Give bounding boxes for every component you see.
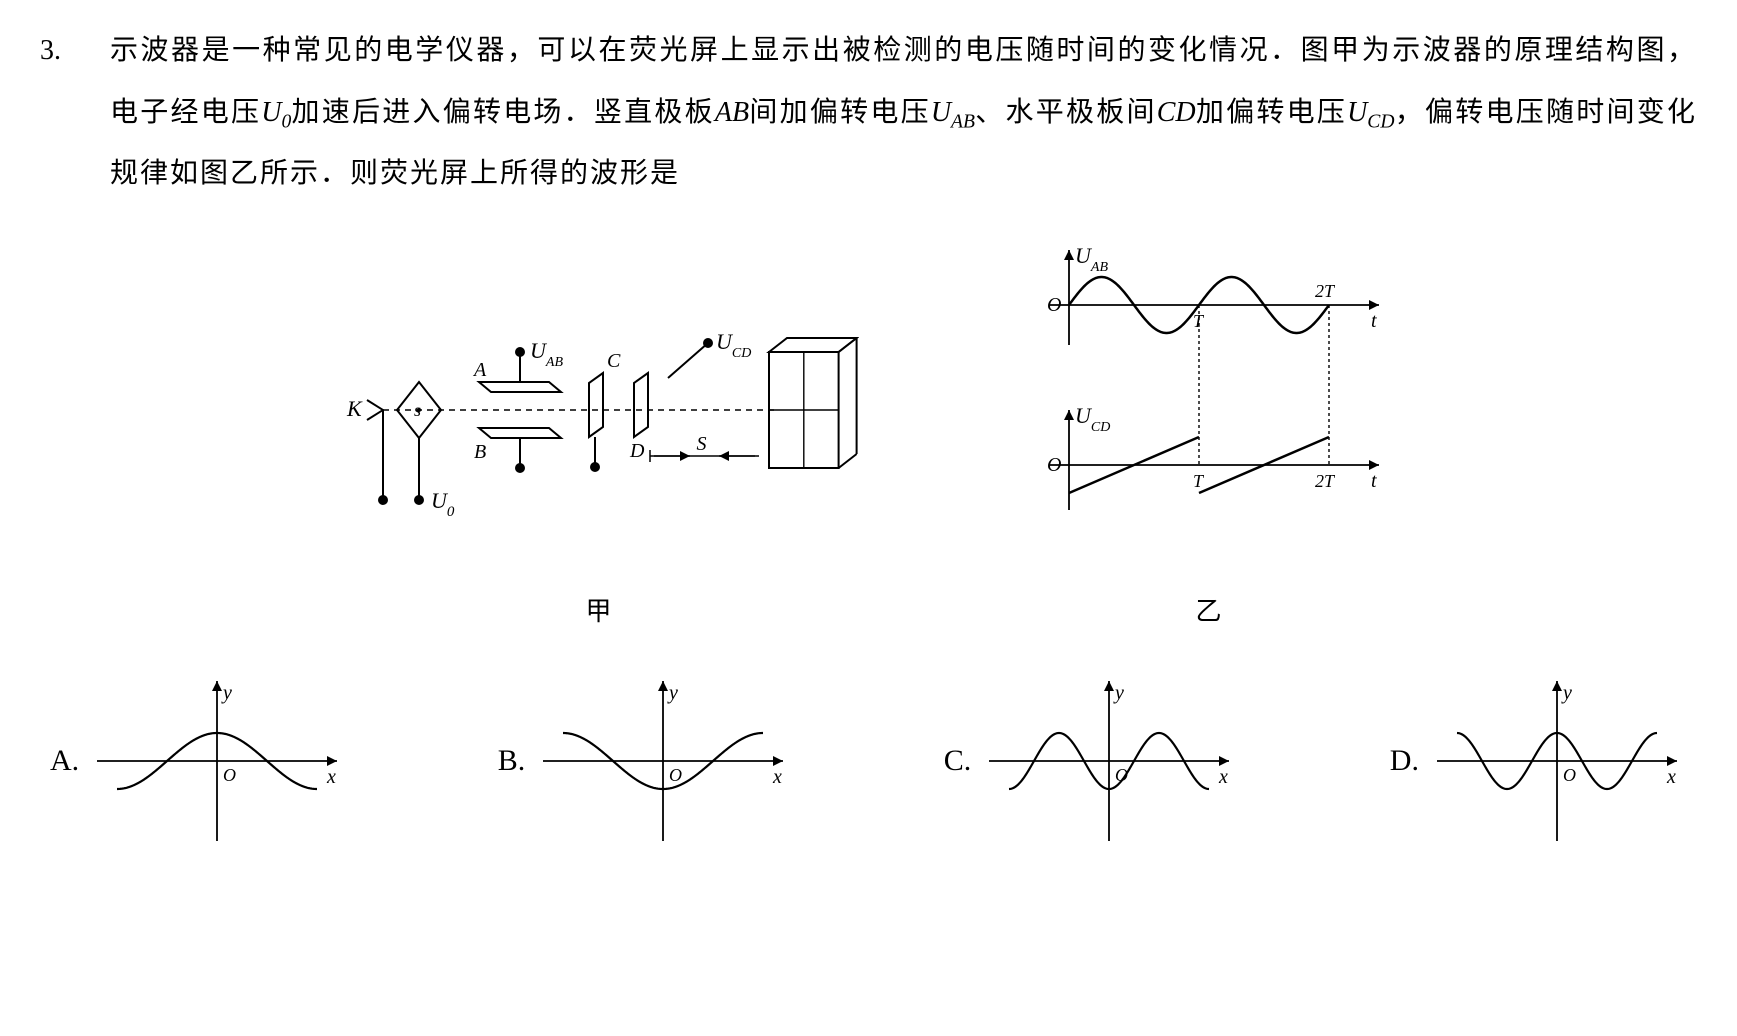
svg-text:UCD: UCD bbox=[716, 329, 751, 361]
svg-text:y: y bbox=[221, 682, 232, 704]
diagram-jia: KsU0ABUABCDUCDS bbox=[339, 295, 859, 555]
question-text: 示波器是一种常见的电学仪器，可以在荧光屏上显示出被检测的电压随时间的变化情况．图… bbox=[110, 20, 1697, 205]
svg-text:B: B bbox=[474, 441, 486, 463]
svg-text:O: O bbox=[1563, 765, 1576, 785]
option-A: A. y x O bbox=[50, 671, 347, 851]
option-B: B. y x O bbox=[498, 671, 794, 851]
svg-text:A: A bbox=[472, 359, 487, 381]
svg-text:O: O bbox=[669, 765, 682, 785]
svg-text:UCD: UCD bbox=[1075, 403, 1110, 435]
svg-text:U0: U0 bbox=[431, 488, 455, 520]
option-C: C. yxO bbox=[944, 671, 1240, 851]
svg-text:t: t bbox=[1371, 470, 1377, 492]
svg-text:2T: 2T bbox=[1315, 471, 1336, 491]
option-C-label: C. bbox=[944, 728, 972, 794]
svg-text:t: t bbox=[1371, 310, 1377, 332]
symbol-CD: CD bbox=[1157, 97, 1196, 128]
svg-text:2T: 2T bbox=[1315, 281, 1336, 301]
symbol-UAB: UAB bbox=[931, 97, 975, 128]
svg-text:T: T bbox=[1193, 471, 1205, 491]
svg-text:D: D bbox=[629, 440, 645, 462]
svg-text:y: y bbox=[1561, 682, 1572, 704]
svg-text:O: O bbox=[1047, 294, 1061, 316]
question-number: 3. bbox=[40, 20, 110, 82]
diagram-jia-label: 甲 bbox=[339, 583, 859, 640]
svg-text:y: y bbox=[667, 682, 678, 704]
svg-text:K: K bbox=[346, 396, 363, 421]
svg-text:C: C bbox=[607, 350, 621, 372]
option-A-graph: y x O bbox=[87, 671, 347, 851]
symbol-AB: AB bbox=[715, 97, 749, 128]
text-part-3: 间加偏转电压 bbox=[749, 97, 931, 128]
text-part-2: 加速后进入偏转电场．竖直极板 bbox=[291, 97, 715, 128]
text-part-5: 加偏转电压 bbox=[1196, 97, 1347, 128]
svg-text:x: x bbox=[1666, 766, 1676, 788]
option-D-label: D. bbox=[1390, 728, 1419, 794]
diagram-yi-container: OUABtT2TOUCDtT2T 乙 bbox=[1019, 235, 1399, 641]
svg-text:UAB: UAB bbox=[530, 338, 563, 370]
option-B-graph: y x O bbox=[533, 671, 793, 851]
symbol-U0: U0 bbox=[261, 97, 291, 128]
svg-text:O: O bbox=[223, 765, 236, 785]
option-C-graph: yxO bbox=[979, 671, 1239, 851]
svg-text:S: S bbox=[696, 433, 706, 455]
svg-text:y: y bbox=[1113, 682, 1124, 704]
option-A-label: A. bbox=[50, 728, 79, 794]
diagrams-row: KsU0ABUABCDUCDS 甲 OUABtT2TOUCDtT2T 乙 bbox=[40, 235, 1697, 641]
svg-text:x: x bbox=[1218, 766, 1228, 788]
text-part-4: 、水平极板间 bbox=[975, 97, 1157, 128]
diagram-yi-label: 乙 bbox=[1019, 583, 1399, 640]
svg-text:O: O bbox=[1047, 454, 1061, 476]
svg-text:x: x bbox=[772, 766, 782, 788]
symbol-UCD: UCD bbox=[1347, 97, 1394, 128]
option-D-graph: y x O bbox=[1427, 671, 1687, 851]
svg-text:x: x bbox=[326, 766, 336, 788]
question-row: 3. 示波器是一种常见的电学仪器，可以在荧光屏上显示出被检测的电压随时间的变化情… bbox=[40, 20, 1697, 205]
options-row: A. y x O B. y x O C. y x O D. y x O bbox=[40, 671, 1697, 851]
option-B-label: B. bbox=[498, 728, 526, 794]
svg-text:UAB: UAB bbox=[1075, 243, 1108, 275]
diagram-jia-container: KsU0ABUABCDUCDS 甲 bbox=[339, 295, 859, 641]
diagram-yi: OUABtT2TOUCDtT2T bbox=[1019, 235, 1399, 555]
option-D: D. y x O bbox=[1390, 671, 1687, 851]
